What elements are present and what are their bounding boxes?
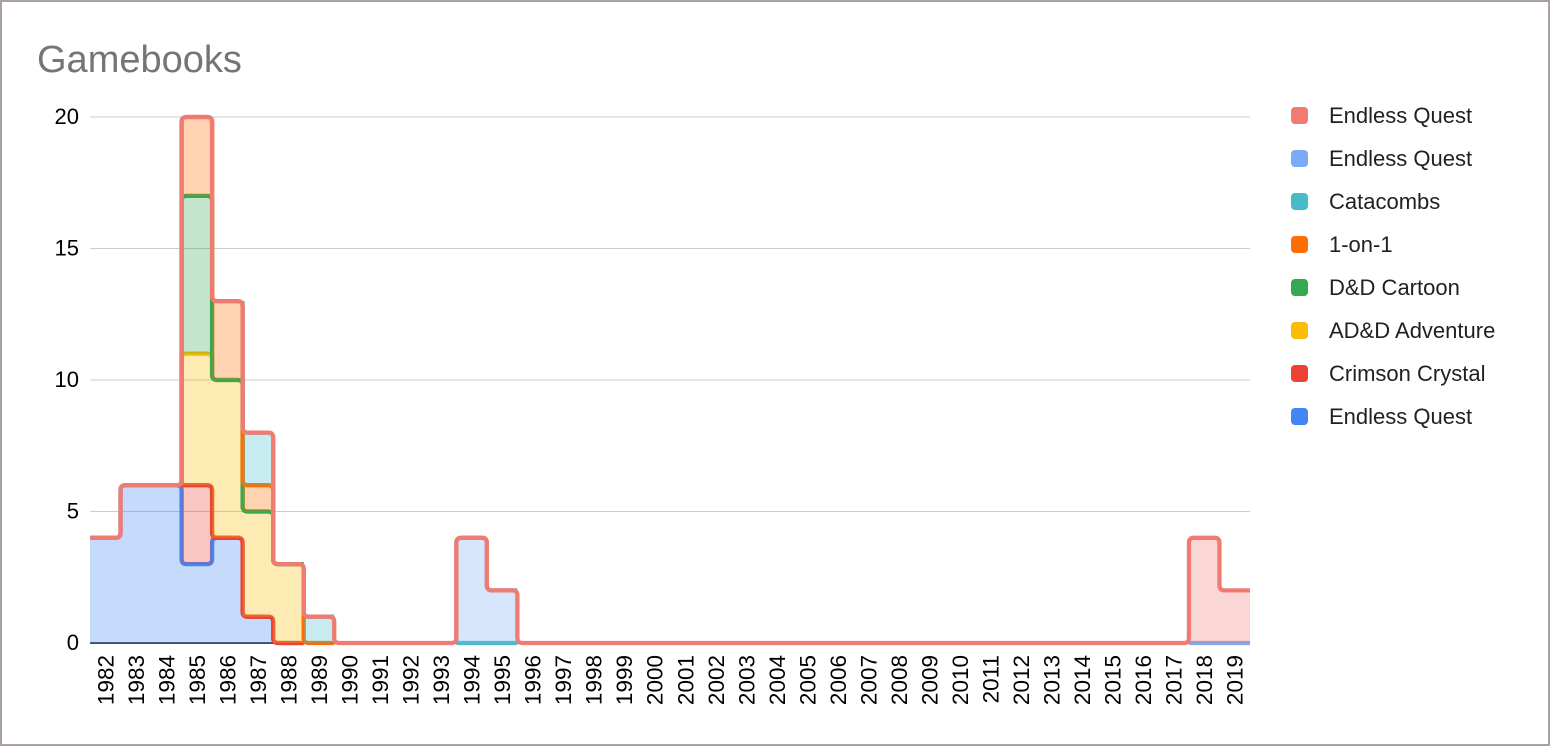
x-axis-label: 1997 (551, 655, 576, 705)
x-axis-label: 1991 (368, 655, 393, 705)
legend-swatch (1291, 150, 1308, 168)
x-axis-label: 1982 (93, 655, 118, 705)
x-axis-label: 1984 (154, 655, 179, 705)
legend-swatch (1291, 408, 1308, 426)
legend-label: 1-on-1 (1329, 231, 1393, 257)
x-axis-label: 2000 (643, 655, 668, 705)
legend-label: D&D Cartoon (1329, 274, 1460, 300)
x-axis-label: 2001 (673, 655, 698, 705)
legend-label: Crimson Crystal (1329, 360, 1486, 386)
y-axis-label: 20 (55, 104, 79, 129)
x-axis-label: 2007 (856, 655, 881, 705)
x-axis-label: 1996 (521, 655, 546, 705)
x-axis-label: 2008 (887, 655, 912, 705)
y-axis-label: 0 (67, 630, 79, 655)
legend-label: Endless Quest (1329, 403, 1473, 429)
x-axis-label: 2015 (1101, 655, 1126, 705)
x-axis-label: 2014 (1070, 655, 1095, 705)
legend-label: Endless Quest (1329, 102, 1473, 128)
x-axis-label: 2011 (979, 655, 1004, 703)
legend-label: AD&D Adventure (1329, 317, 1496, 343)
chart-title: Gamebooks (37, 39, 242, 81)
x-axis-label: 1993 (429, 655, 454, 705)
series-area (181, 117, 335, 643)
series-line (90, 114, 1250, 646)
legend-item[interactable]: Endless Quest (1291, 104, 1472, 128)
x-axis-label: 2005 (795, 655, 820, 705)
x-axis-label: 2003 (734, 655, 759, 705)
legend-item[interactable]: Catacombs (1291, 190, 1440, 214)
series-area (242, 432, 335, 643)
legend-swatch (1291, 236, 1308, 254)
x-axis-label: 2016 (1131, 655, 1156, 705)
legend-item[interactable]: Crimson Crystal (1291, 362, 1485, 386)
y-axis-label: 5 (67, 498, 79, 523)
series-line (181, 483, 304, 646)
legend-label: Catacombs (1329, 188, 1441, 214)
x-axis-label: 1983 (124, 655, 149, 705)
x-axis-label: 1987 (246, 655, 271, 705)
legend-item[interactable]: D&D Cartoon (1291, 276, 1460, 300)
legend-swatch (1291, 193, 1308, 211)
x-axis-label: 1990 (337, 655, 362, 705)
x-axis-label: 2012 (1009, 655, 1034, 705)
legend-swatch (1291, 279, 1308, 297)
legend-label: Endless Quest (1329, 145, 1473, 171)
legend-swatch (1291, 107, 1308, 124)
x-axis-label: 1985 (185, 655, 210, 705)
x-axis-label: 2018 (1192, 655, 1217, 705)
legend-swatch (1291, 365, 1308, 383)
legend-item[interactable]: 1-on-1 (1291, 233, 1393, 257)
legend-swatch (1291, 322, 1308, 340)
x-axis-label: 1994 (460, 655, 485, 705)
x-axis-label: 1999 (612, 655, 637, 705)
x-axis-label: 2017 (1162, 655, 1187, 705)
y-axis-label: 15 (55, 235, 79, 260)
x-axis-label: 2010 (948, 655, 973, 705)
legend-item[interactable]: AD&D Adventure (1291, 319, 1495, 343)
x-axis-label: 2009 (917, 655, 942, 705)
x-axis-label: 2013 (1040, 655, 1065, 705)
legend-item[interactable]: Endless Quest (1291, 405, 1472, 429)
x-axis-label: 2002 (704, 655, 729, 705)
legend-item[interactable]: Endless Quest (1291, 147, 1472, 171)
x-axis-label: 1995 (490, 655, 515, 705)
x-axis-label: 2006 (826, 655, 851, 705)
x-axis-label: 1988 (276, 655, 301, 705)
y-axis-label: 10 (55, 367, 79, 392)
x-axis-label: 1992 (399, 655, 424, 705)
x-axis-label: 2019 (1223, 655, 1248, 705)
x-axis-label: 1989 (307, 655, 332, 705)
x-axis-label: 2004 (765, 655, 790, 705)
x-axis-label: 1998 (582, 655, 607, 705)
x-axis-label: 1986 (215, 655, 240, 705)
